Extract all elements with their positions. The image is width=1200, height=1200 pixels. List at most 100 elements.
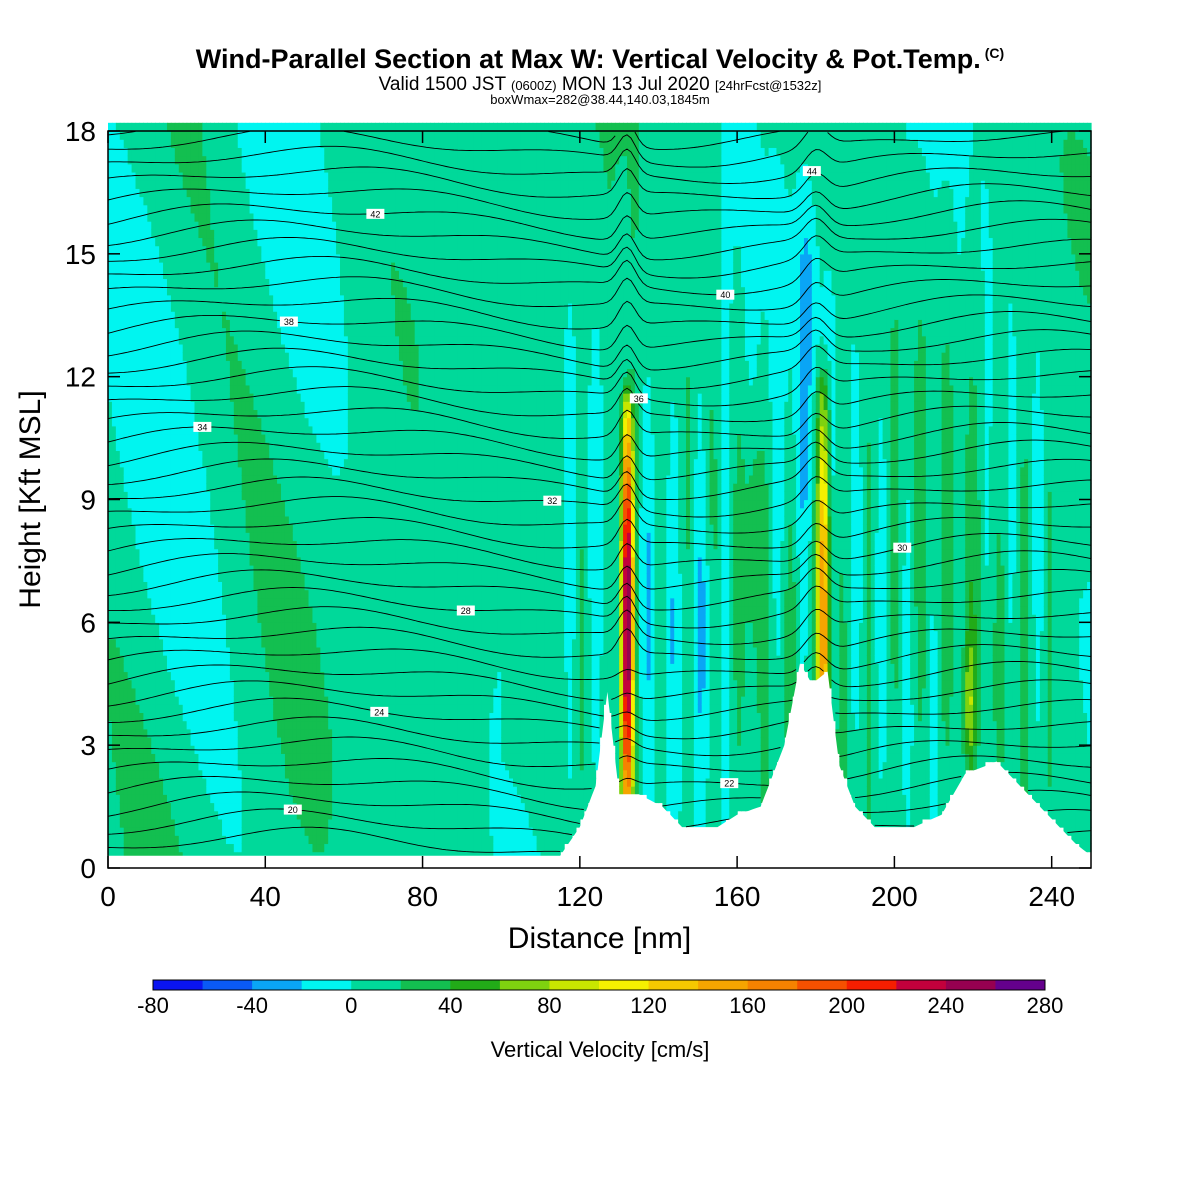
w-cell [151,237,156,247]
w-cell [170,335,176,345]
w-cell [304,163,310,173]
w-cell [233,556,239,566]
w-cell [253,843,259,853]
w-cell [127,515,133,525]
w-cell [225,712,231,722]
w-cell [135,818,141,828]
w-cell [273,786,278,795]
w-cell [155,294,160,304]
w-cell [166,409,172,419]
w-cell [312,589,317,599]
w-cell [281,188,286,198]
w-cell [273,483,278,492]
w-cell [147,163,152,173]
w-cell [218,499,223,509]
w-cell [155,556,160,566]
w-cell [281,401,286,411]
w-cell [308,253,314,263]
w-cell [261,204,266,214]
w-cell [257,139,262,148]
w-cell [131,622,137,632]
w-cell [202,753,207,763]
w-cell [229,229,235,239]
w-cell [111,417,117,427]
w-cell [135,630,141,640]
w-cell [147,319,152,329]
w-cell [253,311,259,320]
w-cell [241,139,247,148]
w-cell [273,409,278,419]
w-cell [210,524,215,533]
w-cell [308,524,314,533]
w-cell [174,622,180,632]
w-cell [222,442,227,451]
w-cell [241,786,247,795]
w-cell [273,491,278,501]
w-cell [174,409,180,419]
w-cell [151,605,156,615]
w-cell [296,368,302,378]
w-cell [308,499,314,509]
w-cell [241,270,247,279]
w-cell [198,589,203,599]
w-cell [241,736,247,746]
w-cell [229,589,235,599]
w-cell [222,204,227,214]
w-cell [214,196,219,206]
w-cell [281,786,286,795]
w-cell [115,229,121,239]
w-cell [316,368,321,378]
w-cell [308,704,314,714]
w-cell [273,696,278,705]
w-cell [225,679,231,689]
w-cell [277,573,282,582]
w-cell [284,786,290,795]
w-cell [159,614,164,623]
w-cell [123,728,129,738]
w-cell [288,745,294,754]
w-cell [269,507,274,517]
w-cell [253,589,259,599]
w-cell [281,474,286,484]
w-cell [131,483,137,492]
w-cell [143,810,148,820]
w-cell [147,368,152,378]
w-cell [316,360,321,370]
w-cell [178,794,184,804]
w-cell [163,786,168,795]
w-cell [312,753,317,763]
w-cell [202,671,207,681]
w-cell [170,679,176,689]
w-cell [147,646,152,656]
w-cell [155,483,160,492]
w-cell [284,532,290,542]
w-cell [308,343,314,353]
w-cell [182,278,188,288]
w-cell [155,286,160,296]
w-cell [218,196,223,206]
w-cell [249,720,255,730]
w-cell [159,827,164,836]
w-cell [296,327,302,337]
w-cell [320,483,325,492]
w-cell [131,147,137,157]
w-cell [233,605,239,615]
w-cell [288,188,294,198]
w-cell [292,458,298,468]
w-cell [253,712,259,722]
w-cell [284,188,290,198]
w-cell [119,499,125,509]
w-cell [284,818,290,828]
w-cell [214,802,219,812]
w-cell [166,253,172,263]
w-cell [206,384,211,394]
w-cell [135,343,141,353]
w-cell [308,122,314,132]
w-cell [151,335,156,345]
w-cell [269,425,274,435]
w-cell [155,704,160,714]
w-cell [320,327,325,337]
w-cell [253,499,259,509]
w-cell [281,810,286,820]
w-cell [225,507,231,517]
